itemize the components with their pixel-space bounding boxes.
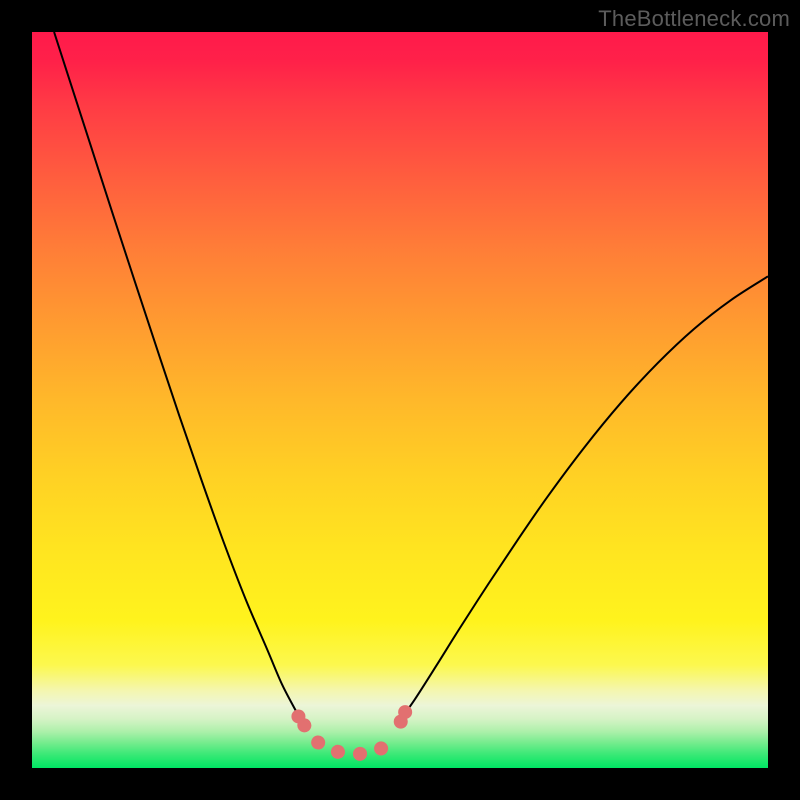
bottleneck-chart (32, 32, 768, 768)
plot-background (32, 32, 768, 768)
watermark-text: TheBottleneck.com (598, 6, 790, 32)
